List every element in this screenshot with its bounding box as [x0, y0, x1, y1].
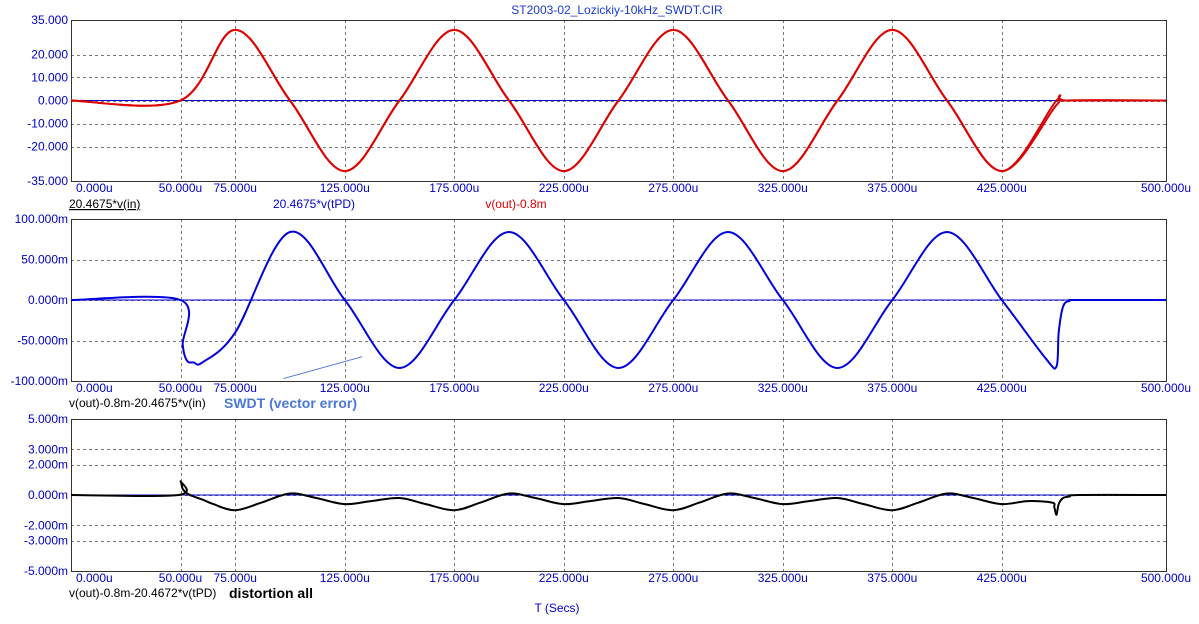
x-tick-label: 275.000u	[648, 571, 698, 585]
y-tick-label: -2.000m	[24, 518, 68, 532]
series-line-3	[70, 28, 1167, 173]
y-tick-label: 0.000m	[28, 293, 68, 307]
trace-label: 20.4675*v(in)	[69, 197, 140, 211]
trace-label: 20.4675*v(tPD)	[273, 197, 355, 211]
x-tick-label: 375.000u	[867, 381, 917, 395]
x-tick-label: 50.000u	[159, 181, 202, 195]
annotation-label: SWDT (vector error)	[224, 395, 357, 411]
x-tick-label: 75.000u	[214, 571, 257, 585]
x-tick-label: 75.000u	[214, 381, 257, 395]
x-tick-label: 0.000u	[76, 571, 113, 585]
y-tick-label: 0.000	[38, 94, 68, 108]
y-tick-label: -3.000m	[24, 534, 68, 548]
x-tick-label: 325.000u	[758, 181, 808, 195]
x-tick-label: 275.000u	[648, 181, 698, 195]
y-tick-label: -20.000	[27, 140, 68, 154]
y-tick-label: 35.000	[31, 13, 68, 27]
y-tick-label: 10.000	[31, 71, 68, 85]
x-tick-label: 225.000u	[539, 181, 589, 195]
x-tick-label: 50.000u	[159, 571, 202, 585]
y-tick-label: -100.000m	[11, 374, 68, 388]
x-tick-label: 225.000u	[539, 571, 589, 585]
x-tick-label: 425.000u	[977, 571, 1027, 585]
x-tick-label: 425.000u	[977, 381, 1027, 395]
x-tick-label: 125.000u	[320, 381, 370, 395]
y-tick-label: -35.000	[27, 174, 68, 188]
panel-2: 100.000m 50.000m 0.000m -50.000m -100.000m 0.…	[11, 212, 1191, 411]
x-tick-label: 125.000u	[320, 181, 370, 195]
x-tick-label: 375.000u	[867, 181, 917, 195]
x-tick-label: 500.000u	[1141, 571, 1191, 585]
x-tick-label: 0.000u	[76, 381, 113, 395]
y-tick-label: 0.000m	[28, 488, 68, 502]
x-tick-label: 425.000u	[977, 181, 1027, 195]
x-tick-label: 75.000u	[214, 181, 257, 195]
x-axis-label: T (Secs)	[534, 601, 579, 615]
trace-label: v(out)-0.8m-20.4675*v(in)	[69, 396, 206, 410]
x-tick-label: 175.000u	[429, 181, 479, 195]
y-tick-label: 5.000m	[28, 412, 68, 426]
chart-title: ST2003-02_Lozickiy-10kHz_SWDT.CIR	[511, 3, 723, 17]
panel-1: 35.000 20.000 10.000 0.000 -10.000 -20.000 -35…	[27, 13, 1191, 211]
y-tick-label: -5.000m	[24, 564, 68, 578]
y-tick-label: 100.000m	[15, 212, 68, 226]
y-tick-label: 20.000	[31, 48, 68, 62]
y-tick-label: 50.000m	[21, 253, 68, 267]
annotation-arrow	[283, 356, 363, 380]
x-tick-label: 375.000u	[867, 571, 917, 585]
series-line-2	[70, 230, 1167, 370]
y-tick-label: -50.000m	[17, 334, 68, 348]
panel-3: 5.000m 3.000m 2.000m 0.000m -2.000m -3.000m -5…	[24, 412, 1191, 615]
y-tick-label: 2.000m	[28, 458, 68, 472]
y-tick-label: 3.000m	[28, 442, 68, 456]
trace-label: v(out)-0.8m	[485, 197, 546, 211]
annotation-label: distortion all	[229, 585, 313, 601]
x-tick-label: 50.000u	[159, 381, 202, 395]
x-tick-label: 325.000u	[758, 381, 808, 395]
x-tick-label: 325.000u	[758, 571, 808, 585]
x-tick-label: 125.000u	[320, 571, 370, 585]
series-line-2	[70, 480, 1167, 516]
x-tick-label: 500.000u	[1141, 381, 1191, 395]
x-tick-label: 275.000u	[648, 381, 698, 395]
x-tick-label: 225.000u	[539, 381, 589, 395]
x-tick-label: 500.000u	[1141, 181, 1191, 195]
x-tick-label: 0.000u	[76, 181, 113, 195]
trace-label: v(out)-0.8m-20.4672*v(tPD)	[69, 586, 216, 600]
x-tick-label: 175.000u	[429, 571, 479, 585]
x-tick-label: 175.000u	[429, 381, 479, 395]
y-tick-label: -10.000	[27, 117, 68, 131]
